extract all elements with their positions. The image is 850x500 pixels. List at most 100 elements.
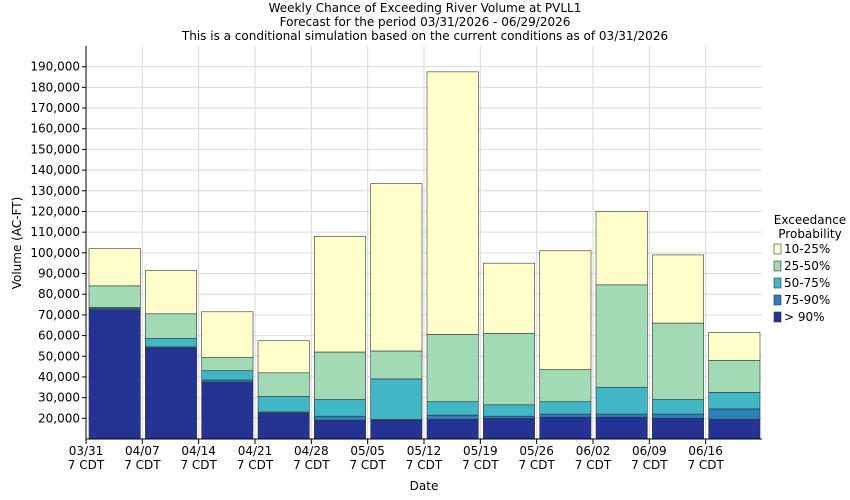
bar-segment-50-75 — [201, 370, 254, 381]
bar-segment-10-25 — [595, 211, 648, 286]
chart-note: This is a conditional simulation based o… — [181, 29, 668, 43]
bars — [88, 71, 761, 440]
bar-segment-50-75 — [426, 401, 479, 416]
legend-title-line2: Probability — [778, 227, 841, 241]
x-tick-label: 06/09 — [632, 444, 667, 458]
bar-segment-25-50 — [145, 313, 197, 339]
bar-segment-25-50 — [708, 360, 761, 393]
bar-segment-10-25 — [708, 332, 761, 361]
bar-segment-90 — [201, 381, 254, 440]
y-tick-label: 20,000 — [38, 411, 80, 425]
bar-segment-25-50 — [483, 333, 535, 406]
bar-segment-50-75 — [145, 338, 197, 348]
x-tick-label: 06/02 — [576, 444, 611, 458]
bar-segment-25-50 — [314, 351, 366, 400]
bar-segment-10-25 — [539, 250, 592, 371]
legend-label: 10-25% — [784, 242, 830, 256]
bar-segment-90 — [370, 420, 423, 440]
bar-segment-25-50 — [539, 369, 592, 403]
bar-segment-10-25 — [426, 71, 479, 335]
legend-title-line1: Exceedance — [774, 213, 846, 227]
bar-segment-25-50 — [201, 356, 254, 372]
x-tick-label: 04/14 — [181, 444, 216, 458]
x-tick-label-time: 7 CDT — [293, 458, 330, 472]
bar-segment-90 — [539, 416, 592, 440]
y-tick-label: 120,000 — [30, 204, 80, 218]
chart-title: Weekly Chance of Exceeding River Volume … — [269, 1, 582, 15]
y-tick-label: 90,000 — [38, 267, 80, 281]
bar-segment-75-90 — [483, 415, 535, 419]
legend-label: 75-90% — [784, 293, 830, 307]
bar-segment-10-25 — [257, 340, 310, 374]
x-tick-label-time: 7 CDT — [349, 458, 386, 472]
bar-segment-50-75 — [483, 404, 535, 417]
y-tick-label: 60,000 — [38, 329, 80, 343]
x-tick-label-time: 7 CDT — [237, 458, 274, 472]
bar-segment-90 — [652, 418, 704, 440]
legend-label: 25-50% — [784, 259, 830, 273]
x-tick-label: 04/21 — [238, 444, 273, 458]
gridlines — [86, 46, 762, 439]
y-tick-label: 180,000 — [30, 80, 80, 94]
x-tick-label: 04/07 — [125, 444, 160, 458]
y-tick-label: 190,000 — [30, 60, 80, 74]
bar-segment-75-90 — [595, 413, 648, 418]
bar-segment-90 — [257, 412, 310, 440]
bar-segment-10-25 — [145, 270, 197, 315]
bar-segment-50-75 — [708, 392, 761, 410]
y-tick-label: 100,000 — [30, 246, 80, 260]
legend-label: 50-75% — [784, 276, 830, 290]
bar-segment-50-75 — [370, 378, 423, 420]
x-tick-label-time: 7 CDT — [68, 458, 105, 472]
bar-segment-75-90 — [426, 414, 479, 420]
bar-segment-75-90 — [652, 413, 704, 419]
x-tick-label: 03/31 — [69, 444, 104, 458]
y-tick-label: 80,000 — [38, 287, 80, 301]
x-tick-label: 05/05 — [350, 444, 385, 458]
bar-segment-50-75 — [539, 401, 592, 415]
legend-swatch — [773, 311, 782, 323]
bar-segment-90 — [595, 416, 648, 440]
x-tick-label-time: 7 CDT — [518, 458, 555, 472]
bar-segment-25-50 — [370, 350, 423, 380]
y-tick-label: 170,000 — [30, 101, 80, 115]
bar-segment-90 — [88, 309, 141, 440]
x-tick-label: 06/16 — [688, 444, 723, 458]
y-axis-ticks: 20,000 30,000 40,000 50,000 60,000 70,000 80,0… — [30, 60, 86, 425]
bar-segment-25-50 — [426, 334, 479, 403]
x-tick-label: 05/12 — [407, 444, 442, 458]
bar-segment-75-90 — [314, 415, 366, 421]
bar-segment-10-25 — [483, 262, 535, 334]
bar-segment-10-25 — [314, 235, 366, 353]
bar-segment-75-90 — [708, 408, 761, 420]
bar-segment-75-90 — [539, 413, 592, 418]
bar-segment-10-25 — [652, 254, 704, 324]
x-tick-label-time: 7 CDT — [575, 458, 612, 472]
x-tick-label: 05/26 — [519, 444, 554, 458]
y-tick-label: 140,000 — [30, 163, 80, 177]
y-tick-label: 40,000 — [38, 370, 80, 384]
y-tick-label: 70,000 — [38, 308, 80, 322]
legend-swatch — [773, 277, 782, 289]
bar-segment-10-25 — [88, 248, 141, 287]
bar-segment-25-50 — [257, 372, 310, 397]
x-tick-label-time: 7 CDT — [124, 458, 161, 472]
bar-segment-25-50 — [88, 285, 141, 308]
x-tick-label-time: 7 CDT — [631, 458, 668, 472]
y-tick-label: 110,000 — [30, 225, 80, 239]
legend-label: > 90% — [784, 310, 825, 324]
bar-segment-10-25 — [370, 183, 423, 352]
bar-segment-90 — [483, 418, 535, 440]
bar-segment-50-75 — [595, 386, 648, 415]
bar-segment-25-50 — [595, 284, 648, 388]
legend-swatch — [773, 243, 782, 255]
y-axis-title: Volume (AC-FT) — [10, 197, 24, 290]
bar-segment-25-50 — [652, 322, 704, 401]
x-tick-label-time: 7 CDT — [180, 458, 217, 472]
legend-swatch — [773, 260, 782, 272]
bar-segment-75-90 — [201, 379, 254, 383]
chart-subtitle: Forecast for the period 03/31/2026 - 06/… — [280, 15, 571, 29]
legend-items: 10-25% 25-50% 50-75% 75-90% > 90% — [773, 242, 830, 324]
bar-segment-50-75 — [257, 396, 310, 413]
y-tick-label: 150,000 — [30, 142, 80, 156]
